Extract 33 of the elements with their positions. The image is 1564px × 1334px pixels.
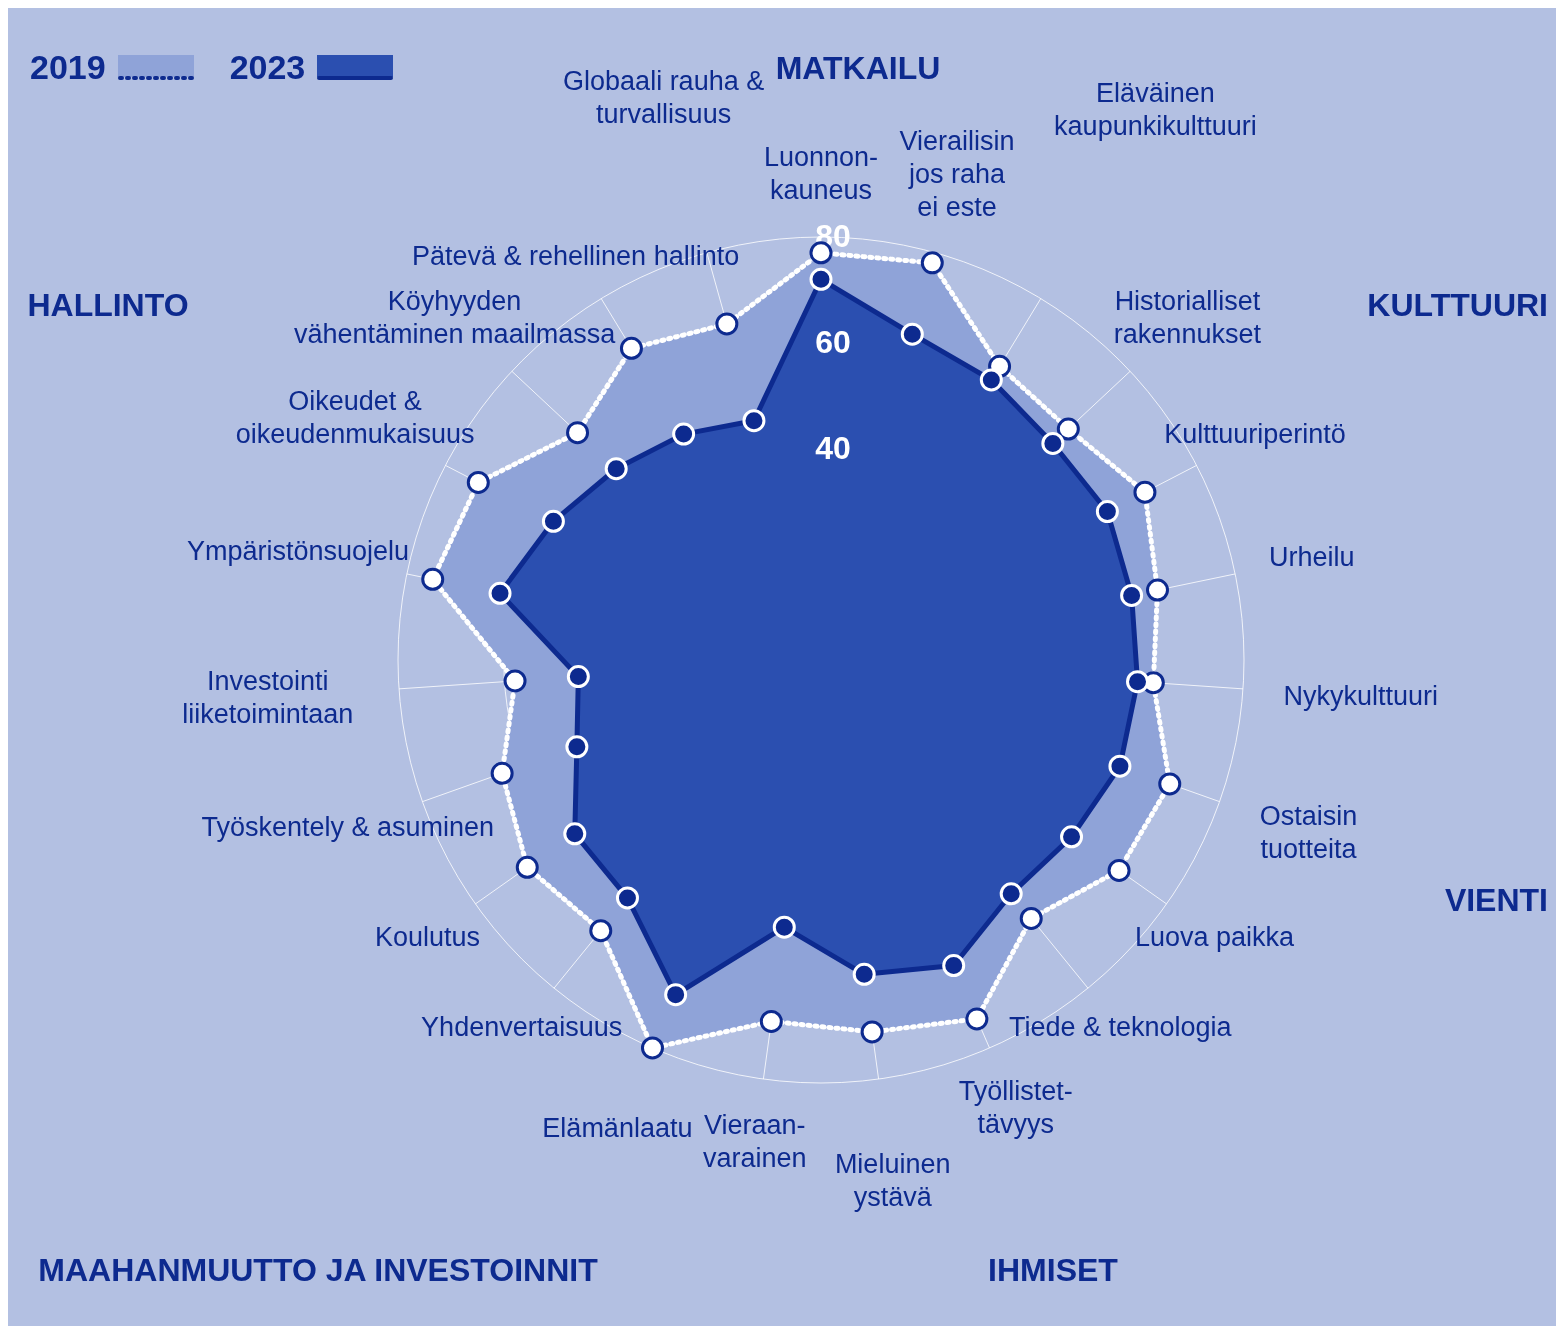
spoke-label: Kulttuuriperintö [1164,419,1346,450]
spoke-label: Tiede & teknologia [1008,1012,1233,1043]
spoke-label: Vieraan- varainen [702,1109,807,1173]
text: HALLINTO [27,287,189,324]
spoke-label: Yhdenvertaisuus [421,1012,623,1043]
legend-label: 2023 [229,48,306,87]
spoke-label: Ympäristönsuojelu [187,535,410,566]
spoke-label: Globaali rauha & turvallisuus [563,66,765,130]
spoke-label: Urheilu [1269,542,1355,573]
text: MAAHANMUUTTO JA INVESTOINNIT [38,1252,599,1289]
spoke-label: Investointi liiketoimintaan [182,665,354,729]
y-tick-label: 60 [815,323,851,360]
spoke-label: Nykykulttuuri [1283,681,1438,712]
spoke-label: Mieluinen ystävä [834,1149,951,1213]
spoke-label: Työskentely & asuminen [201,812,495,843]
spoke-label: Pätevä & rehellinen hallinto [411,240,740,271]
spoke-label: Luonnon- kauneus [763,141,879,205]
legend-label: 2019 [30,48,106,87]
spoke-label: Luova paikka [1134,921,1295,952]
spoke-label: Ostaisin tuotteita [1259,801,1358,865]
spoke-label: Historialliset rakennukset [1113,285,1262,349]
spoke-label: Eläväinen kaupunkikulttuuri [1054,77,1257,141]
spoke-label: Vierailisin jos raha ei este [899,125,1015,222]
y-tick-label: 40 [815,429,851,466]
spoke-label: Köyhyyden vähentäminen maailmassa [294,285,617,349]
spoke-label: Oikeudet & oikeudenmukaisuus [235,386,475,450]
text: VIENTI [1444,882,1548,919]
spoke-label: Koulutus [375,921,481,952]
spoke-label: Elämänlaatu [542,1112,693,1143]
text: KULTTUURI [1367,287,1548,324]
spoke-label: Työllistet- tävyys [958,1076,1073,1140]
text: MATKAILU [775,50,941,87]
text: IHMISET [988,1252,1119,1289]
